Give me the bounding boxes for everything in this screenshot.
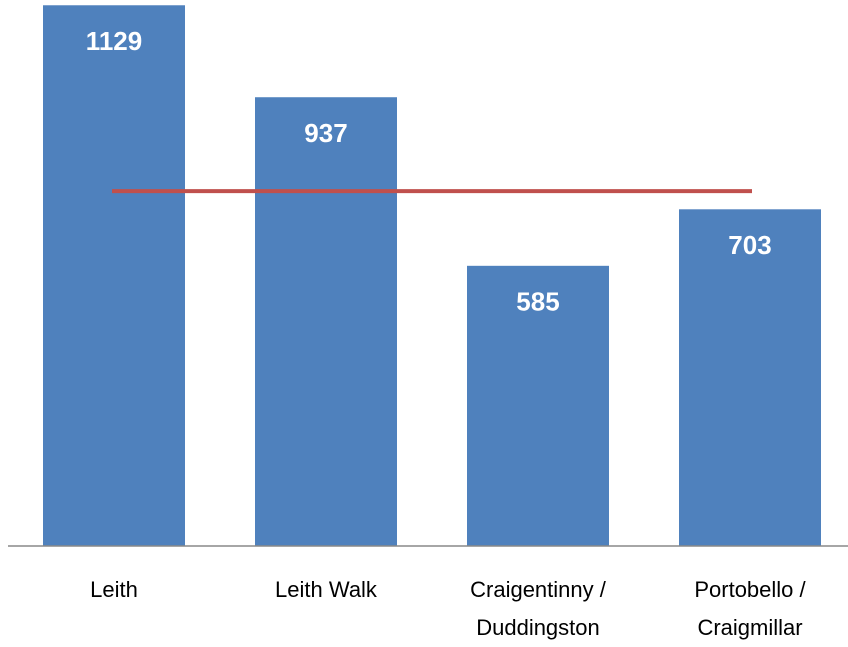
bar [255,97,397,546]
bar [43,5,185,546]
value-label: 937 [304,118,347,148]
value-label: 585 [516,287,559,317]
value-label: 703 [728,230,771,260]
x-tick-label: Leith Walk [275,577,377,602]
x-tick-label: Craigentinny / Duddingston [470,577,606,640]
value-label: 1129 [86,26,142,56]
bar [679,209,821,547]
x-tick-label: Portobello / Craigmillar [694,577,806,640]
bar [467,265,609,546]
x-tick-label: Leith [90,577,138,602]
